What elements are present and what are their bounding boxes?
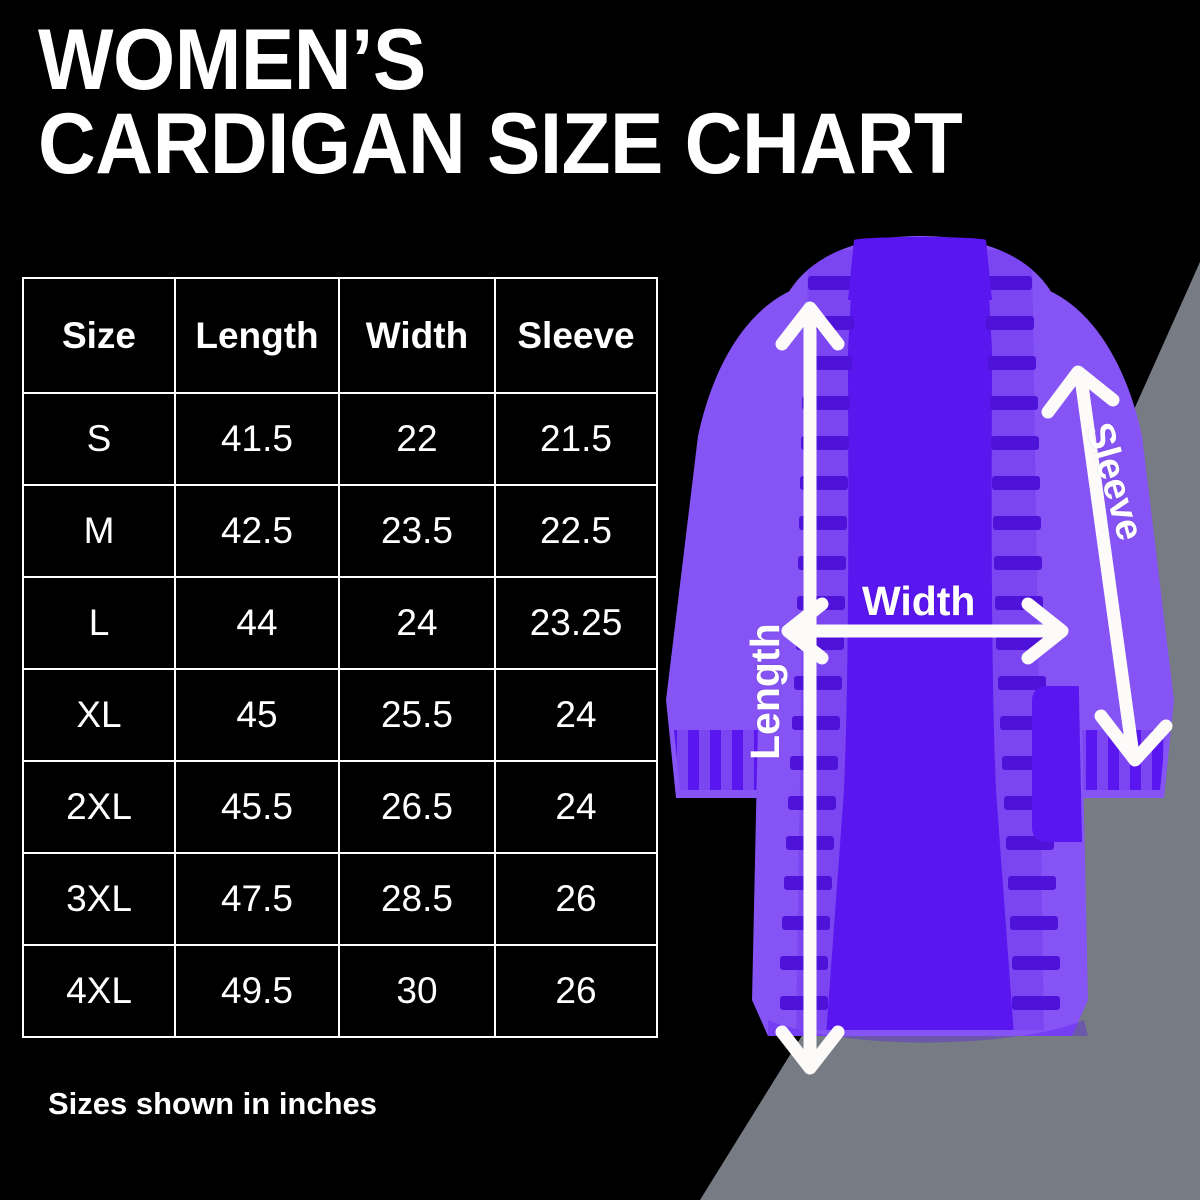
cell-sleeve: 24 [494, 760, 658, 854]
cell-size: S [22, 392, 176, 486]
cell-size: XL [22, 668, 176, 762]
cell-length: 47.5 [174, 852, 340, 946]
table-header-row: Size Length Width Sleeve [22, 277, 658, 394]
cell-width: 22 [338, 392, 496, 486]
cell-sleeve: 24 [494, 668, 658, 762]
size-table: Size Length Width Sleeve S 41.5 22 21.5 … [22, 277, 658, 1038]
table-row: 4XL 49.5 30 26 [22, 944, 658, 1038]
cardigan-illustration [666, 236, 1174, 1043]
column-header-length: Length [174, 277, 340, 394]
cell-width: 30 [338, 944, 496, 1038]
cell-sleeve: 26 [494, 944, 658, 1038]
cell-sleeve: 22.5 [494, 484, 658, 578]
column-header-size: Size [22, 277, 176, 394]
table-row: 2XL 45.5 26.5 24 [22, 760, 658, 854]
cell-size: L [22, 576, 176, 670]
cell-width: 23.5 [338, 484, 496, 578]
column-header-width: Width [338, 277, 496, 394]
cell-width: 25.5 [338, 668, 496, 762]
cell-width: 26.5 [338, 760, 496, 854]
table-row: XL 45 25.5 24 [22, 668, 658, 762]
column-header-sleeve: Sleeve [494, 277, 658, 394]
cell-length: 45.5 [174, 760, 340, 854]
cell-length: 41.5 [174, 392, 340, 486]
table-row: L 44 24 23.25 [22, 576, 658, 670]
cell-width: 24 [338, 576, 496, 670]
cell-size: 4XL [22, 944, 176, 1038]
cell-sleeve: 21.5 [494, 392, 658, 486]
page-title: WOMEN’S CARDIGAN SIZE CHART [38, 12, 963, 193]
cell-width: 28.5 [338, 852, 496, 946]
cell-size: 2XL [22, 760, 176, 854]
cell-length: 45 [174, 668, 340, 762]
size-table-body: S 41.5 22 21.5 M 42.5 23.5 22.5 L 44 24 … [22, 392, 658, 1038]
table-row: 3XL 47.5 28.5 26 [22, 852, 658, 946]
cell-length: 49.5 [174, 944, 340, 1038]
cell-size: 3XL [22, 852, 176, 946]
table-row: S 41.5 22 21.5 [22, 392, 658, 486]
cell-sleeve: 26 [494, 852, 658, 946]
pocket [1032, 686, 1085, 842]
table-row: M 42.5 23.5 22.5 [22, 484, 658, 578]
length-label: Length [742, 623, 788, 760]
cell-length: 44 [174, 576, 340, 670]
cell-length: 42.5 [174, 484, 340, 578]
cell-size: M [22, 484, 176, 578]
cell-sleeve: 23.25 [494, 576, 658, 670]
unit-note: Sizes shown in inches [48, 1086, 378, 1121]
width-label: Width [862, 578, 976, 624]
size-table-container: Size Length Width Sleeve S 41.5 22 21.5 … [22, 277, 658, 1038]
